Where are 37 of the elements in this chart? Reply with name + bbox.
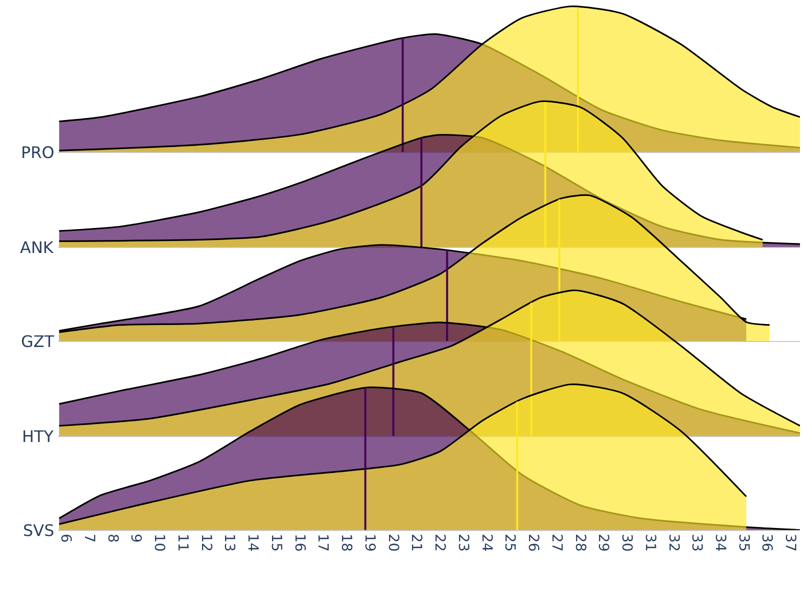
y-axis-title: GZT: [21, 332, 54, 351]
x-tick-label: 18: [338, 534, 354, 552]
x-tick-label: 21: [408, 534, 424, 552]
y-axis-title: SVS: [23, 521, 54, 540]
x-tick-label: 37: [782, 534, 798, 552]
x-tick-label: 22: [432, 534, 448, 552]
x-tick-label: 14: [244, 534, 261, 552]
x-tick-label: 7: [81, 534, 97, 543]
x-tick-label: 9: [128, 534, 144, 543]
y-axis-title: PRO: [21, 143, 54, 162]
x-tick-label: 8: [104, 534, 120, 543]
x-tick-label: 19: [361, 534, 378, 552]
x-tick-label: 6: [58, 534, 74, 543]
x-tick-label: 24: [478, 534, 494, 552]
x-tick-label: 34: [712, 534, 728, 552]
x-tick-label: 35: [735, 534, 752, 552]
x-tick-label: 31: [642, 534, 658, 552]
x-tick-label: 26: [525, 534, 542, 552]
x-tick-label: 16: [291, 534, 308, 552]
x-tick-label: 13: [221, 534, 238, 552]
x-tick-label: 11: [174, 534, 190, 552]
x-tick-label: 27: [548, 534, 564, 552]
y-axis-title: HTY: [22, 426, 54, 446]
x-tick-label: 29: [595, 534, 612, 552]
x-tick-label: 36: [758, 534, 775, 552]
x-tick-label: 32: [665, 534, 682, 552]
x-tick-label: 12: [198, 534, 214, 552]
x-tick-label: 33: [688, 534, 705, 552]
x-tick-label: 23: [454, 534, 471, 552]
x-tick-label: 17: [314, 534, 331, 552]
x-tick-label: 20: [384, 534, 401, 552]
x-tick-label: 30: [618, 534, 635, 552]
x-tick-label: 10: [151, 534, 168, 552]
x-tick-label: 15: [268, 534, 284, 552]
x-tick-label: 25: [502, 534, 518, 552]
y-axis-title: ANK: [20, 238, 54, 256]
x-tick-label: 28: [572, 534, 588, 552]
